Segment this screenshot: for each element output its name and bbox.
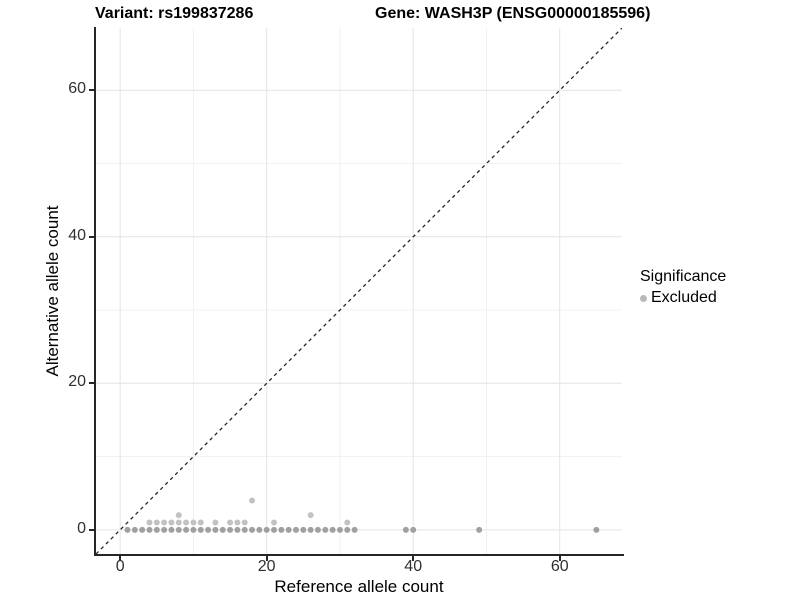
y-tick-mark — [89, 528, 94, 531]
data-point — [131, 526, 138, 533]
data-point — [212, 519, 219, 526]
y-tick-label: 40 — [68, 226, 86, 244]
x-tick-label: 60 — [550, 558, 569, 575]
data-point — [292, 526, 299, 533]
x-tick-mark — [412, 556, 415, 561]
data-point — [344, 526, 351, 533]
legend-item-label: Excluded — [651, 289, 717, 306]
data-point — [175, 519, 182, 526]
legend-title: Significance — [640, 268, 727, 285]
data-point — [161, 519, 168, 526]
legend: Significance Excluded — [640, 268, 726, 307]
y-tick-mark — [89, 382, 94, 385]
data-point — [219, 526, 226, 533]
x-tick-label: 20 — [257, 558, 276, 575]
data-point — [197, 526, 204, 533]
plot-panel — [96, 28, 622, 554]
gene-title: Gene: WASH3P (ENSG00000185596) — [375, 5, 651, 22]
y-tick-label: 20 — [68, 373, 86, 391]
legend-item-excluded: Excluded — [640, 289, 726, 307]
data-point — [241, 526, 248, 533]
y-tick-label: 0 — [77, 519, 86, 537]
data-point — [205, 526, 212, 533]
variant-title: Variant: rs199837286 — [95, 5, 254, 22]
data-point — [322, 526, 329, 533]
data-point — [300, 526, 307, 533]
y-axis-line — [94, 27, 96, 556]
data-point — [190, 526, 197, 533]
data-point — [234, 526, 241, 533]
data-point — [285, 526, 292, 533]
data-point — [168, 519, 175, 526]
data-point — [263, 526, 270, 533]
data-point — [146, 519, 153, 526]
data-point — [153, 526, 160, 533]
data-point — [161, 526, 168, 533]
data-point — [124, 526, 131, 533]
data-point — [175, 512, 182, 519]
data-point — [197, 519, 204, 526]
data-point — [344, 519, 351, 526]
x-tick-mark — [119, 556, 122, 561]
data-point — [307, 526, 314, 533]
data-point — [307, 512, 314, 519]
data-point — [212, 526, 219, 533]
data-point — [593, 526, 600, 533]
data-point — [249, 526, 256, 533]
data-point — [278, 526, 285, 533]
data-point — [227, 519, 234, 526]
data-point — [241, 519, 248, 526]
data-point — [314, 526, 321, 533]
data-point — [271, 526, 278, 533]
x-axis-title: Reference allele count — [274, 577, 444, 596]
data-point — [183, 526, 190, 533]
data-point — [153, 519, 160, 526]
data-point — [410, 526, 417, 533]
x-tick-mark — [265, 556, 268, 561]
data-point — [190, 519, 197, 526]
y-tick-label: 60 — [68, 80, 86, 98]
x-tick-label: 0 — [115, 558, 125, 575]
plot-svg — [96, 28, 622, 554]
y-tick-mark — [89, 235, 94, 238]
x-axis-line — [94, 554, 624, 556]
data-point — [336, 526, 343, 533]
data-point — [146, 526, 153, 533]
data-point — [168, 526, 175, 533]
data-point — [175, 526, 182, 533]
y-tick-mark — [89, 89, 94, 92]
data-point — [476, 526, 483, 533]
x-tick-mark — [558, 556, 561, 561]
data-point — [271, 519, 278, 526]
data-point — [256, 526, 263, 533]
data-point — [329, 526, 336, 533]
x-tick-label: 40 — [404, 558, 423, 575]
data-point — [249, 497, 256, 504]
data-point — [227, 526, 234, 533]
identity-line — [96, 28, 622, 554]
data-point — [351, 526, 358, 533]
data-point — [234, 519, 241, 526]
data-point — [139, 526, 146, 533]
excluded-point-icon — [640, 294, 647, 302]
data-point — [183, 519, 190, 526]
data-point — [402, 526, 409, 533]
